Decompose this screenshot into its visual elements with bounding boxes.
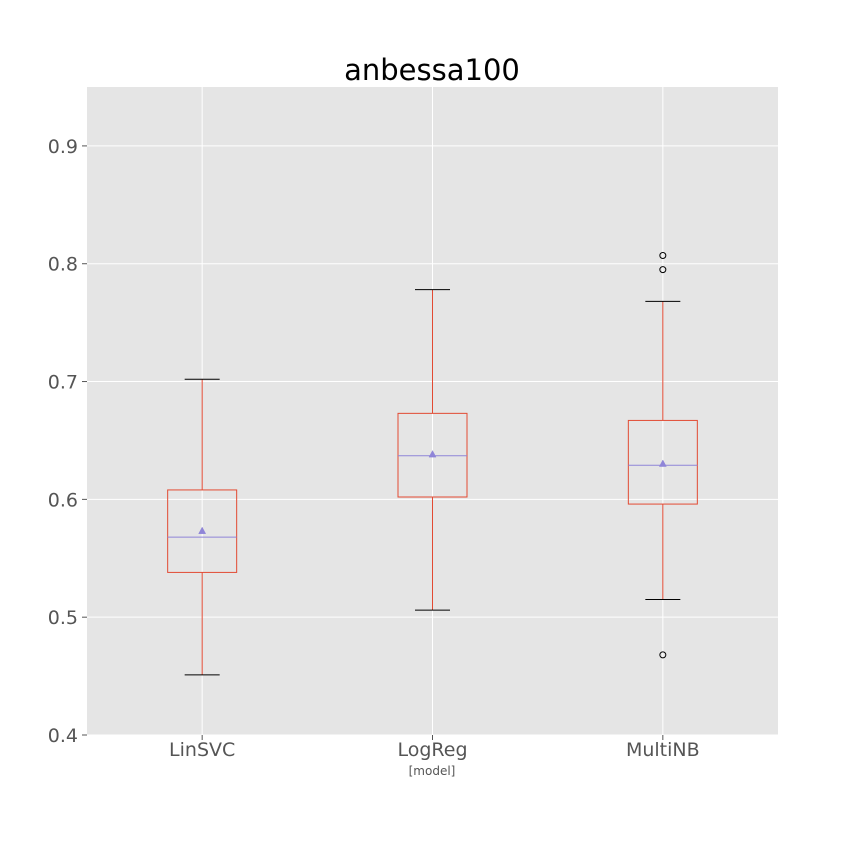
outlier-point [659,651,667,659]
mean-marker [198,526,207,534]
y-tick-label: 0.9 [48,136,78,158]
y-tick-label: 0.4 [48,725,78,747]
x-tick-label: MultiNB [626,739,700,761]
outlier-point [659,251,667,259]
mean-marker [428,450,437,458]
axes: 0.4 0.5 0.6 0.7 0.8 0.9 LinSVC LogReg MultiNB [48,136,700,761]
box-iqr [167,489,238,573]
box-iqr [627,419,698,505]
mean-marker [658,459,667,467]
x-tick-label: LogReg [397,739,467,761]
chart-title: anbessa100 [344,53,520,87]
y-tick-label: 0.7 [48,372,78,394]
boxes [167,251,698,676]
box-iqr [397,412,468,498]
y-tick-label: 0.8 [48,254,78,276]
y-tick-label: 0.5 [48,607,78,629]
box-group [627,251,698,659]
x-tick-label: LinSVC [169,739,235,761]
outlier-point [659,266,667,274]
box-group [397,289,468,611]
y-tick-label: 0.6 [48,489,78,511]
box-group [167,378,238,676]
x-axis-label: [model] [409,764,456,778]
